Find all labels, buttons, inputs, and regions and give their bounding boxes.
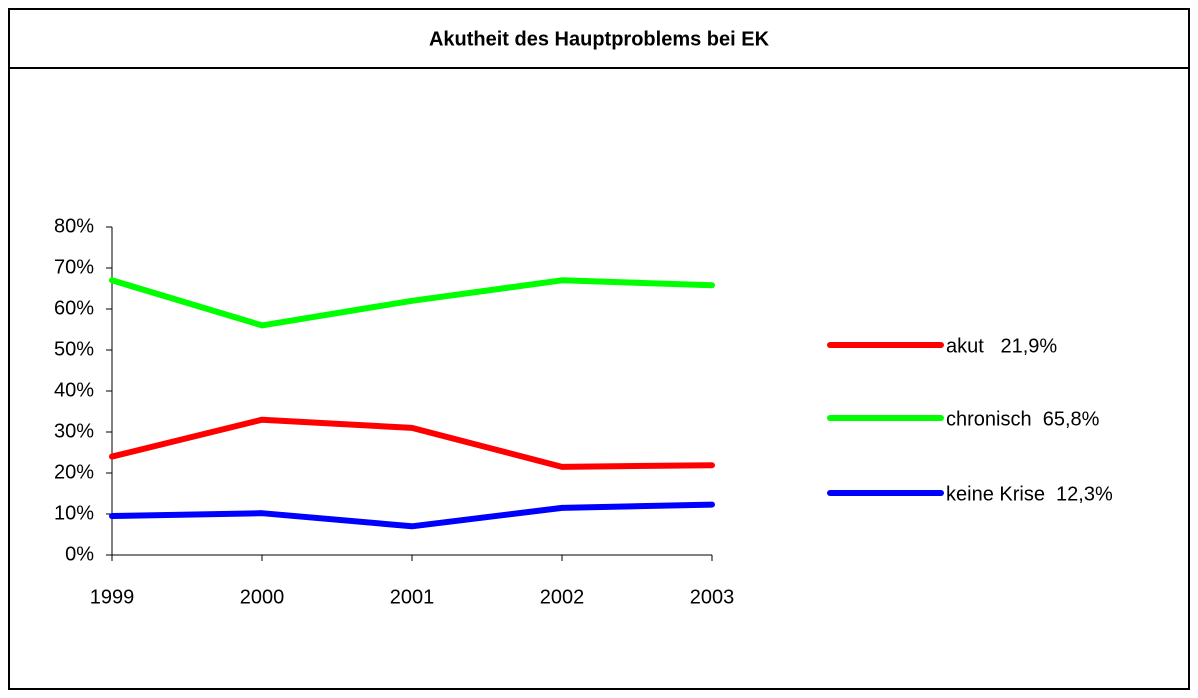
x-tick-label: 1999 (90, 586, 135, 608)
x-tick-label: 2002 (540, 586, 585, 608)
x-tick-label: 2001 (390, 586, 435, 608)
y-tick-label: 20% (54, 461, 94, 483)
y-tick-label: 60% (54, 297, 94, 319)
y-tick-label: 30% (54, 420, 94, 442)
y-tick-label: 70% (54, 256, 94, 278)
y-tick-label: 50% (54, 338, 94, 360)
legend-label: akut 21,9% (946, 335, 1057, 357)
y-tick-label: 40% (54, 379, 94, 401)
x-tick-label: 2003 (690, 586, 735, 608)
frame (8, 8, 1190, 690)
series-line (109, 416, 715, 470)
legend-label: chronisch 65,8% (946, 408, 1100, 430)
y-tick-label: 80% (54, 215, 94, 237)
legend-label: keine Krise 12,3% (946, 483, 1113, 505)
chart-title: Akutheit des Hauptproblems bei EK (429, 28, 770, 50)
y-tick-label: 0% (65, 543, 94, 565)
y-tick-label: 10% (54, 502, 94, 524)
series-line (109, 501, 715, 530)
x-tick-label: 2000 (240, 586, 285, 608)
series-line (109, 277, 715, 329)
